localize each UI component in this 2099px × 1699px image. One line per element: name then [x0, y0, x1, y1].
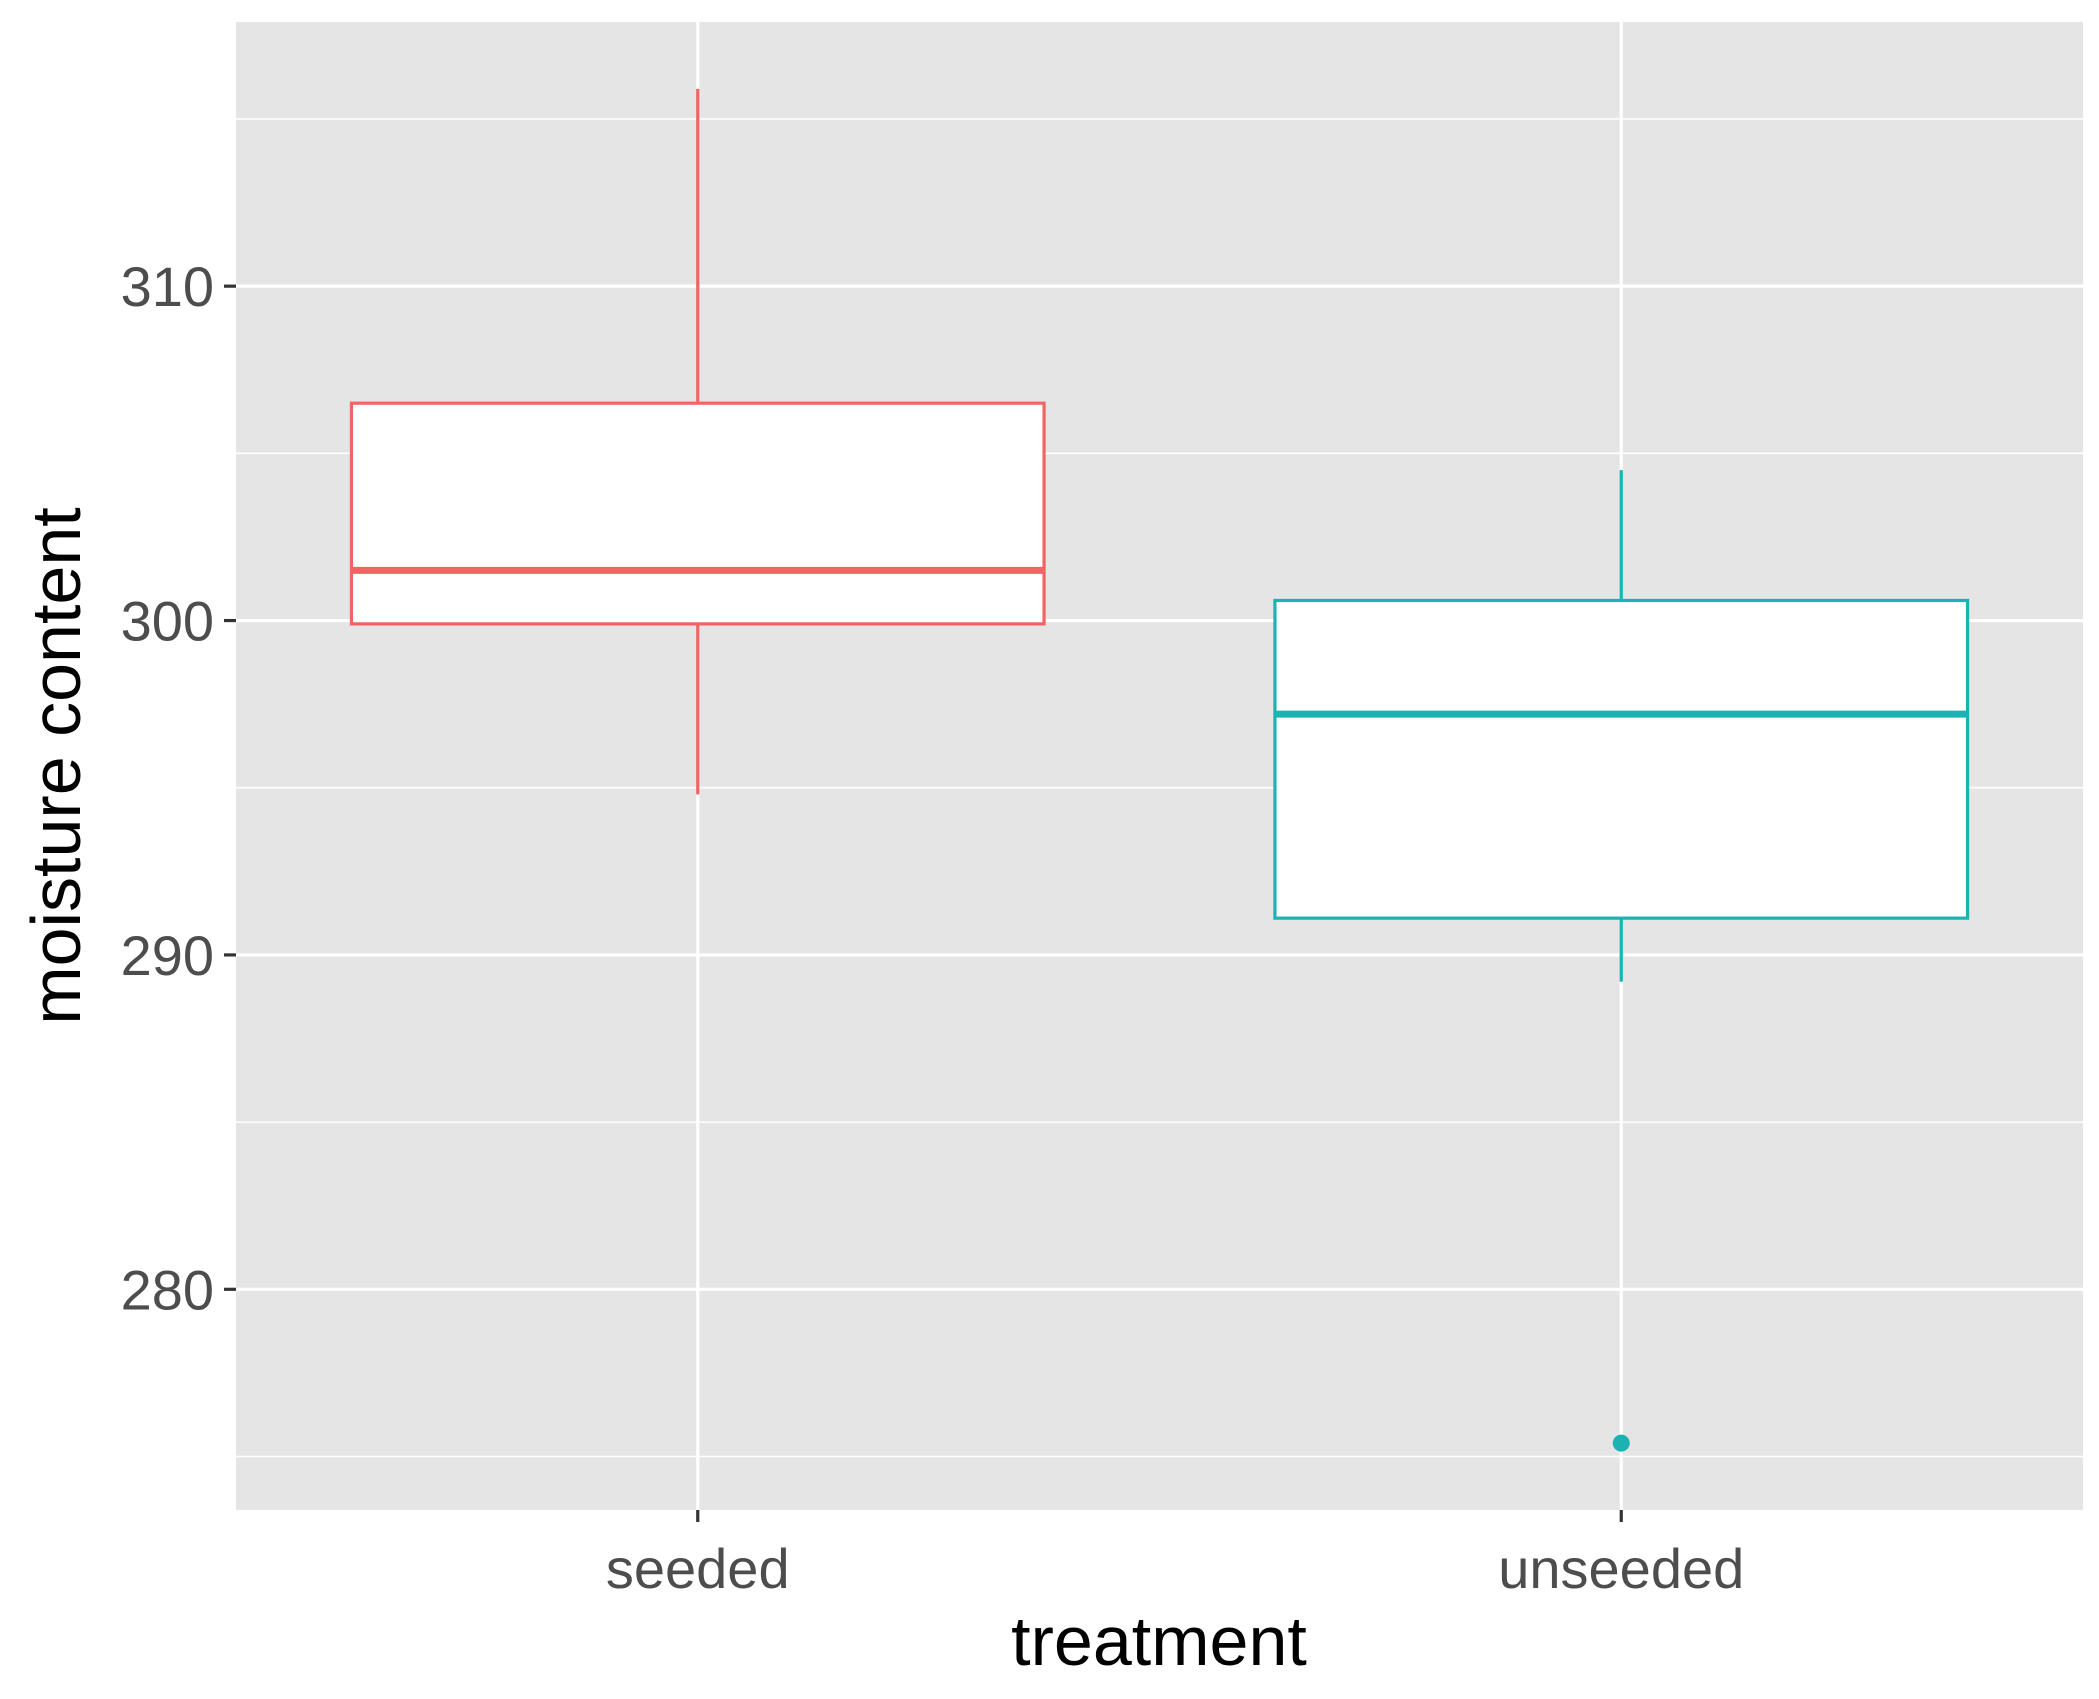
y-tick-label: 290: [121, 924, 214, 987]
box-body: [1273, 598, 1970, 920]
box-seeded: [349, 88, 1046, 795]
y-axis-title: moisture content: [17, 507, 95, 1024]
x-tick-label: unseeded: [1498, 1537, 1744, 1600]
axes: 280 290 300 310 seeded unseeded: [121, 255, 1745, 1600]
x-tick-label: seeded: [606, 1537, 790, 1600]
y-tick-label: 310: [121, 255, 214, 318]
x-axis-title: treatment: [1011, 1602, 1307, 1680]
y-tick-label: 300: [121, 590, 214, 653]
y-tick-label: 280: [121, 1258, 214, 1321]
box-unseeded: [1273, 470, 1970, 1452]
outlier-point: [1612, 1434, 1630, 1452]
boxes: [349, 88, 1970, 1452]
box-body: [349, 401, 1046, 626]
